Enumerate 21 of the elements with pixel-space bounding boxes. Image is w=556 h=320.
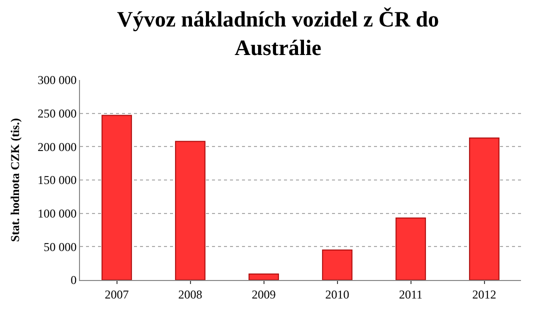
bar	[102, 114, 132, 280]
bar	[469, 138, 500, 280]
bar	[396, 218, 426, 280]
x-tick-label: 2007	[104, 287, 129, 302]
chart-title: Vývoz nákladních vozidel z ČR do Austrálie	[116, 6, 440, 60]
bar	[322, 250, 352, 280]
bar	[175, 140, 206, 280]
bar	[248, 274, 279, 280]
y-tick-label: 250 000	[38, 106, 77, 121]
x-tick-label: 2008	[178, 287, 202, 302]
y-tick-label: 300 000	[38, 73, 77, 88]
y-tick-label: 200 000	[38, 140, 77, 154]
x-tick-label: 2009	[252, 287, 276, 302]
x-tick-label: 2011	[398, 287, 423, 302]
y-tick-label: 150 000	[38, 173, 77, 188]
y-tick-label: 0	[70, 273, 77, 288]
y-tick-label: 100 000	[38, 206, 77, 221]
x-tick-label: 2010	[325, 287, 350, 302]
y-axis-title: Stat. hodnota CZK (tis.)	[8, 118, 22, 242]
y-tick-label: 50 000	[44, 240, 77, 254]
x-tick-label: 2012	[472, 287, 496, 302]
